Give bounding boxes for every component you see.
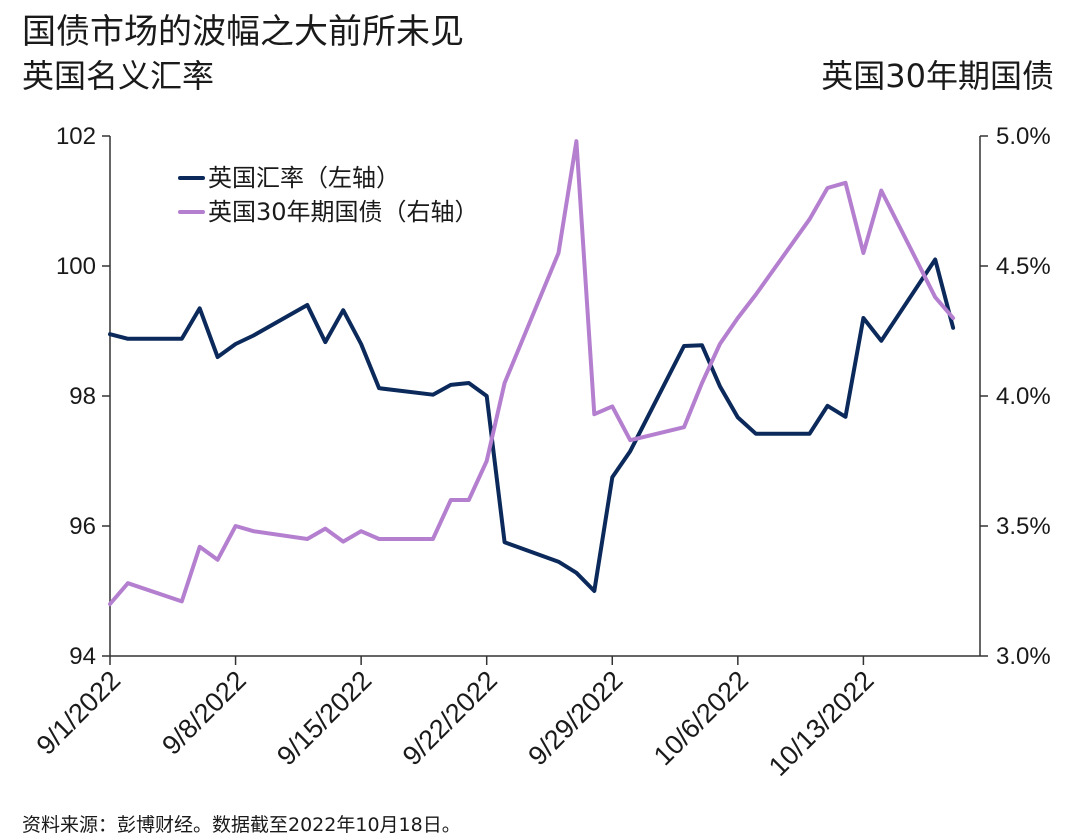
right-tick-label: 4.0% xyxy=(996,383,1051,410)
x-tick-label: 9/15/2022 xyxy=(271,665,377,771)
legend-label: 英国30年期国债（右轴） xyxy=(208,198,479,226)
left-tick-label: 100 xyxy=(56,253,96,280)
left-tick-label: 102 xyxy=(56,123,96,150)
right-tick-label: 4.5% xyxy=(996,253,1051,280)
left-tick-label: 94 xyxy=(69,643,96,670)
x-tick-label: 9/22/2022 xyxy=(397,665,503,771)
x-tick-label: 9/29/2022 xyxy=(522,665,628,771)
left-tick-label: 98 xyxy=(69,383,96,410)
right-tick-label: 3.0% xyxy=(996,643,1051,670)
series-line-gilt xyxy=(108,139,956,606)
source-note: 资料来源：彭博财经。数据截至2022年10月18日。 xyxy=(22,814,461,836)
x-tick-label: 9/8/2022 xyxy=(156,665,252,761)
chart-title: 国债市场的波幅之大前所未见 xyxy=(22,12,464,52)
left-tick-label: 96 xyxy=(69,513,96,540)
right-axis-title: 英国30年期国债 xyxy=(821,57,1054,95)
chart-series xyxy=(108,139,956,606)
right-tick-label: 5.0% xyxy=(996,123,1051,150)
series-line-fx xyxy=(108,257,956,593)
chart-legend: 英国汇率（左轴） 英国30年期国债（右轴） xyxy=(178,164,479,226)
x-tick-label: 10/6/2022 xyxy=(648,665,754,771)
right-tick-label: 3.5% xyxy=(996,513,1051,540)
x-tick-label: 9/1/2022 xyxy=(31,665,127,761)
left-axis-title: 英国名义汇率 xyxy=(22,57,215,95)
legend-label: 英国汇率（左轴） xyxy=(208,164,400,192)
x-tick-label: 10/13/2022 xyxy=(763,665,880,782)
